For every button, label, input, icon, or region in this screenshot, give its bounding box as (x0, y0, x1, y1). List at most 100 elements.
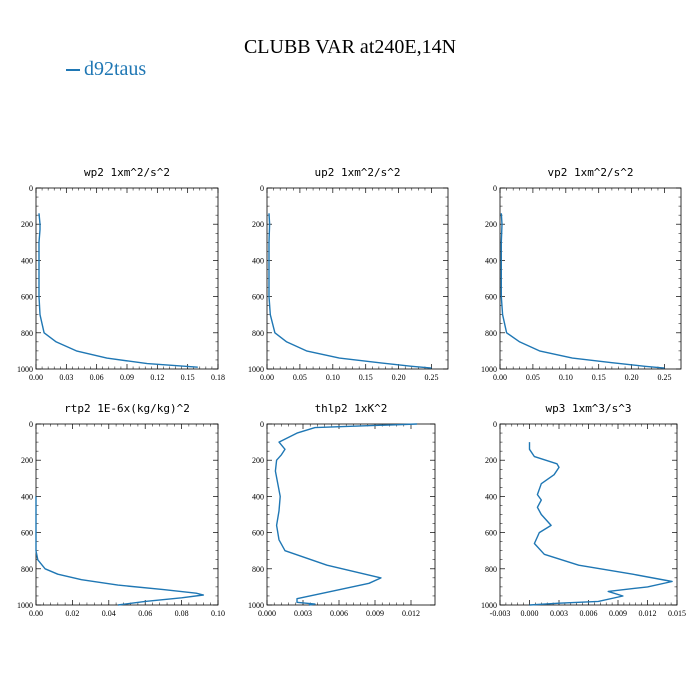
x-tick-label: 0.02 (65, 609, 79, 618)
page-title: CLUBB VAR at240E,14N (243, 36, 457, 58)
y-tick-label: 200 (21, 220, 33, 229)
series-line-1 (528, 442, 673, 606)
x-tick-label: 0.000 (521, 609, 539, 618)
y-tick-label: 800 (21, 329, 33, 338)
y-tick-label: 800 (252, 329, 264, 338)
y-tick-label: 0 (260, 184, 264, 193)
x-tick-label: 0.009 (366, 609, 384, 618)
y-tick-label: 400 (485, 492, 497, 501)
y-tick-label: 800 (252, 565, 264, 574)
y-tick-label: 800 (485, 329, 497, 338)
y-tick-label: 600 (21, 529, 33, 538)
chart-title: rtp2 1E-6x(kg/kg)^2 (64, 402, 190, 415)
x-tick-label: 0.25 (658, 373, 672, 382)
chart-panel-4: rtp2 1E-6x(kg/kg)^2 0.00 0.02 0.04 0.06 0.08 0… (17, 402, 225, 618)
chart-panel-2: up2 1xm^2/s^2 0.00 0.05 0.10 0.15 0.20 0.25 0 20… (248, 166, 449, 382)
y-tick-label: 1000 (17, 601, 33, 610)
chart-panel-6: wp3 1xm^3/s^3 -0.003 0.000 0.003 0.006 0.009 0… (481, 402, 686, 618)
x-tick-label: 0.000 (258, 609, 276, 618)
series-line-1 (35, 496, 205, 606)
y-tick-label: 600 (485, 293, 497, 302)
y-tick-label: 400 (252, 256, 264, 265)
series-line-1 (268, 213, 432, 369)
x-tick-label: 0.012 (402, 609, 420, 618)
x-tick-label: 0.00 (29, 609, 43, 618)
y-tick-label: 0 (29, 184, 33, 193)
x-tick-label: 0.15 (359, 373, 373, 382)
y-tick-label: 400 (485, 256, 497, 265)
chart-title: up2 1xm^2/s^2 (314, 166, 400, 179)
y-tick-label: 1000 (481, 365, 497, 374)
x-tick-label: 0.05 (526, 373, 540, 382)
x-tick-label: 0.10 (326, 373, 340, 382)
chart-title: wp2 1xm^2/s^2 (84, 166, 170, 179)
x-tick-label: 0.006 (580, 609, 598, 618)
x-tick-label: 0.00 (260, 373, 274, 382)
chart-panel-3: vp2 1xm^2/s^2 0.00 0.05 0.10 0.15 0.20 0.25 0 20… (481, 166, 682, 382)
plot-frame (499, 187, 682, 370)
legend-swatch (66, 69, 80, 72)
y-tick-label: 600 (21, 293, 33, 302)
y-tick-label: 200 (21, 456, 33, 465)
series-line-1 (500, 213, 665, 369)
plot-frame (35, 423, 219, 606)
y-tick-label: 1000 (248, 601, 264, 610)
x-tick-label: 0.15 (592, 373, 606, 382)
x-tick-label: 0.00 (29, 373, 43, 382)
x-tick-label: 0.20 (625, 373, 639, 382)
x-tick-label: -0.003 (490, 609, 511, 618)
y-tick-label: 0 (493, 184, 497, 193)
x-tick-label: 0.08 (175, 609, 189, 618)
x-tick-label: 0.003 (550, 609, 568, 618)
x-tick-label: 0.009 (609, 609, 627, 618)
plot-frame (266, 187, 449, 370)
x-tick-label: 0.04 (102, 609, 116, 618)
x-tick-label: 0.015 (668, 609, 686, 618)
y-tick-label: 1000 (17, 365, 33, 374)
chart-title: vp2 1xm^2/s^2 (547, 166, 633, 179)
y-tick-label: 600 (485, 529, 497, 538)
x-tick-label: 0.10 (559, 373, 573, 382)
chart-panel-5: thlp2 1xK^2 0.000 0.003 0.006 0.009 0.012 0 200… (248, 402, 436, 618)
x-tick-label: 0.05 (293, 373, 307, 382)
x-tick-label: 0.012 (639, 609, 657, 618)
x-tick-label: 0.09 (120, 373, 134, 382)
x-tick-label: 0.20 (392, 373, 406, 382)
x-tick-label: 0.03 (59, 373, 73, 382)
series-line-1 (274, 423, 418, 606)
chart-panel-1: wp2 1xm^2/s^2 0.00 0.03 0.06 0.09 0.12 0.15 0.1… (17, 166, 225, 382)
y-tick-label: 0 (493, 420, 497, 429)
x-tick-label: 0.15 (181, 373, 195, 382)
y-tick-label: 1000 (481, 601, 497, 610)
y-tick-label: 1000 (248, 365, 264, 374)
plot-frame (35, 187, 219, 370)
y-tick-label: 200 (252, 220, 264, 229)
x-tick-label: 0.12 (150, 373, 164, 382)
y-tick-label: 0 (260, 420, 264, 429)
y-tick-label: 200 (485, 220, 497, 229)
plot-frame (266, 423, 436, 606)
y-tick-label: 200 (485, 456, 497, 465)
y-tick-label: 600 (252, 293, 264, 302)
y-tick-label: 800 (485, 565, 497, 574)
x-tick-label: 0.006 (330, 609, 348, 618)
x-tick-label: 0.10 (211, 609, 225, 618)
y-tick-label: 200 (252, 456, 264, 465)
y-tick-label: 400 (252, 492, 264, 501)
chart-title: thlp2 1xK^2 (315, 402, 388, 415)
x-tick-label: 0.25 (425, 373, 439, 382)
y-tick-label: 400 (21, 256, 33, 265)
x-tick-label: 0.00 (493, 373, 507, 382)
y-tick-label: 400 (21, 492, 33, 501)
x-tick-label: 0.18 (211, 373, 225, 382)
legend-label: d92taus (84, 58, 147, 80)
x-tick-label: 0.06 (138, 609, 152, 618)
legend: d92taus (66, 58, 146, 81)
series-line-1 (38, 213, 198, 368)
y-tick-label: 800 (21, 565, 33, 574)
y-tick-label: 0 (29, 420, 33, 429)
x-tick-label: 0.003 (294, 609, 312, 618)
chart-title: wp3 1xm^3/s^3 (545, 402, 631, 415)
y-tick-label: 600 (252, 529, 264, 538)
